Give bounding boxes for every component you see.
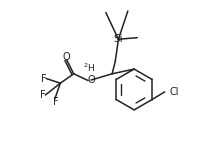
Text: O: O [87, 75, 95, 85]
Text: F: F [41, 73, 46, 84]
Text: $^{2}$H: $^{2}$H [83, 62, 96, 74]
Text: Cl: Cl [169, 87, 179, 97]
Text: Si: Si [114, 34, 123, 44]
Text: F: F [40, 90, 45, 100]
Text: O: O [62, 52, 70, 62]
Text: F: F [53, 97, 58, 107]
